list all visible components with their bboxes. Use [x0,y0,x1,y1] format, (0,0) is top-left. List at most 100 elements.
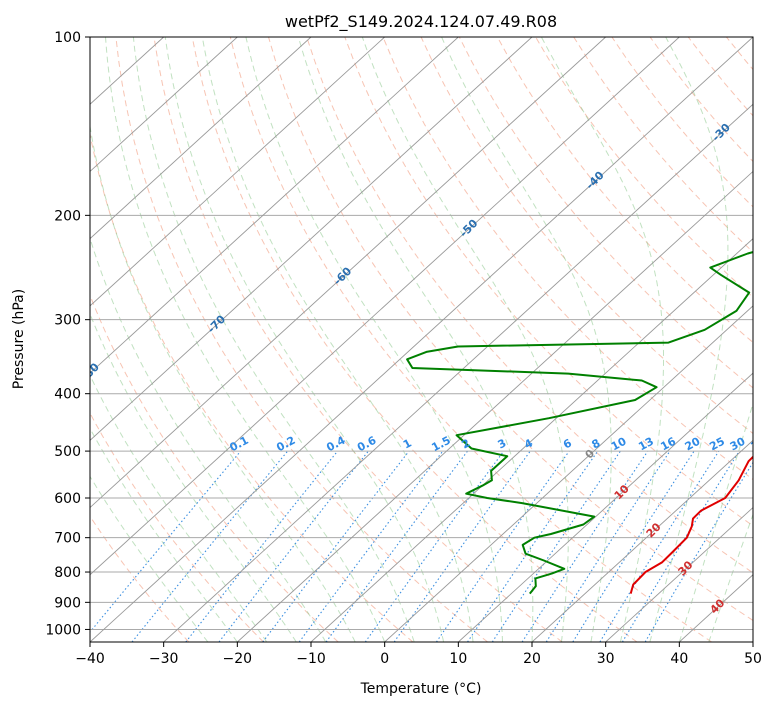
moist-adiabat-line [164,37,445,642]
x-tick-label: 0 [380,651,389,667]
dry-adiabats [90,37,753,642]
x-tick-label: 20 [523,651,541,667]
y-axis-title: Pressure (hPa) [11,289,27,389]
dry-adiabat-line [115,37,488,642]
moist-adiabats [90,37,753,642]
isotherm-line [605,506,753,642]
moist-adiabat-line [361,37,569,642]
mixing-ratio-line [325,450,468,642]
mixing-ratio-line [435,450,570,642]
mixing-ratio-label: 16 [658,435,678,454]
mixing-ratio-label: 36 [749,435,769,454]
moist-adiabat-line [201,37,474,642]
mixing-ratio-line [298,450,444,642]
y-tick-label: 500 [54,444,81,460]
dry-adiabat-line [382,37,753,481]
isotherm-line [90,37,533,441]
moist-adiabat-line [649,37,729,642]
dry-adiabat-line [268,37,753,622]
isotherm-line [384,305,753,642]
dewpoint-profile-line [406,250,753,595]
dry-adiabat-line [90,515,190,642]
mixing-ratio-labels: 0.10.20.40.611.52346810131620253036 [227,434,769,455]
x-tick-label: 40 [670,651,688,667]
y-tick-label: 400 [54,387,81,403]
y-tick-label: 100 [54,30,81,46]
mixing-ratio-label: 20 [683,435,703,454]
moist-adiabat-line [708,513,753,642]
plot-frame [89,36,754,643]
mixing-ratio-line [491,450,621,642]
temperature-profile-line [629,455,753,594]
mixing-ratio-line [185,450,339,642]
mixing-ratio-line [262,450,410,642]
mixing-ratio-line [545,450,671,642]
moist-adiabat-line [90,427,238,642]
x-tick-label: 50 [744,651,762,667]
dry-adiabat-line [90,412,264,642]
isotherm-line [90,37,680,576]
x-tick-label: 30 [597,651,615,667]
moist-adiabat-line [245,37,503,642]
moist-adiabat-line [90,312,297,642]
isotherm-line [90,37,385,307]
moist-adiabat-line [90,123,356,642]
mixing-ratio-line [364,450,505,642]
dry-adiabat-line [306,37,753,574]
isotherm-line [458,372,753,642]
moist-adiabat-line [297,37,534,642]
isotherm-line [90,37,606,509]
x-axis-title: Temperature (°C) [360,681,482,697]
isotherm-line [90,37,238,173]
dry-adiabat-line [496,37,753,344]
y-tick-label: 800 [54,565,81,581]
y-tick-label: 700 [54,531,81,547]
dry-adiabat-line [191,37,638,642]
x-tick-label: −30 [149,651,179,667]
mixing-ratio-line [467,450,599,642]
mixing-ratio-label: 13 [636,435,656,454]
moist-adiabat-line [540,37,664,642]
x-tick-label: −20 [223,651,253,667]
mixing-ratio-label: 25 [707,435,727,454]
isotherm-gridlines [90,37,753,642]
x-axis-ticks: −40 −30 −20 −10 0 10 20 30 40 50 [75,642,762,667]
y-tick-label: 900 [54,595,81,611]
isobar-gridlines [90,37,753,630]
mixing-ratio-label: 10 [609,435,629,454]
x-tick-label: −40 [75,651,105,667]
y-tick-label: 1000 [45,622,81,638]
chart-title: wetPf2_S149.2024.124.07.49.R08 [285,12,557,32]
x-tick-label: −10 [296,651,326,667]
isotherm-line [90,37,753,642]
dry-adiabat-line [153,37,563,642]
isotherm-line [237,170,753,642]
isotherm-line [310,238,753,642]
moist-adiabat-line [441,37,612,642]
moist-adiabat-line [678,401,753,642]
moist-adiabat-line [90,236,327,642]
x-tick-label: 10 [449,651,467,667]
mixing-ratio-label: 30 [728,435,748,454]
sounding-profiles [406,250,753,595]
mixing-ratio-line [521,450,649,642]
moist-adiabat-line [90,475,209,642]
moist-adiabat-line [90,374,268,642]
isotherm-line [90,37,459,374]
dry-adiabat-line [90,131,414,642]
moist-adiabat-line [105,37,386,642]
isotherm-line [531,439,753,642]
y-axis-ticks: 100 200 300 400 500 600 700 800 900 1000 [45,30,90,638]
mixing-ratio-line [621,450,740,642]
mixing-ratio-line [90,450,242,633]
y-tick-label: 600 [54,491,81,507]
mixing-ratio-line [131,450,289,642]
dry-adiabat-line [535,37,753,298]
isotherm-line [90,37,312,240]
y-tick-label: 300 [54,313,81,329]
background-lines [90,37,753,642]
isotherm-line [163,103,753,642]
mixing-ratio-line [572,450,695,642]
y-tick-label: 200 [54,208,81,224]
